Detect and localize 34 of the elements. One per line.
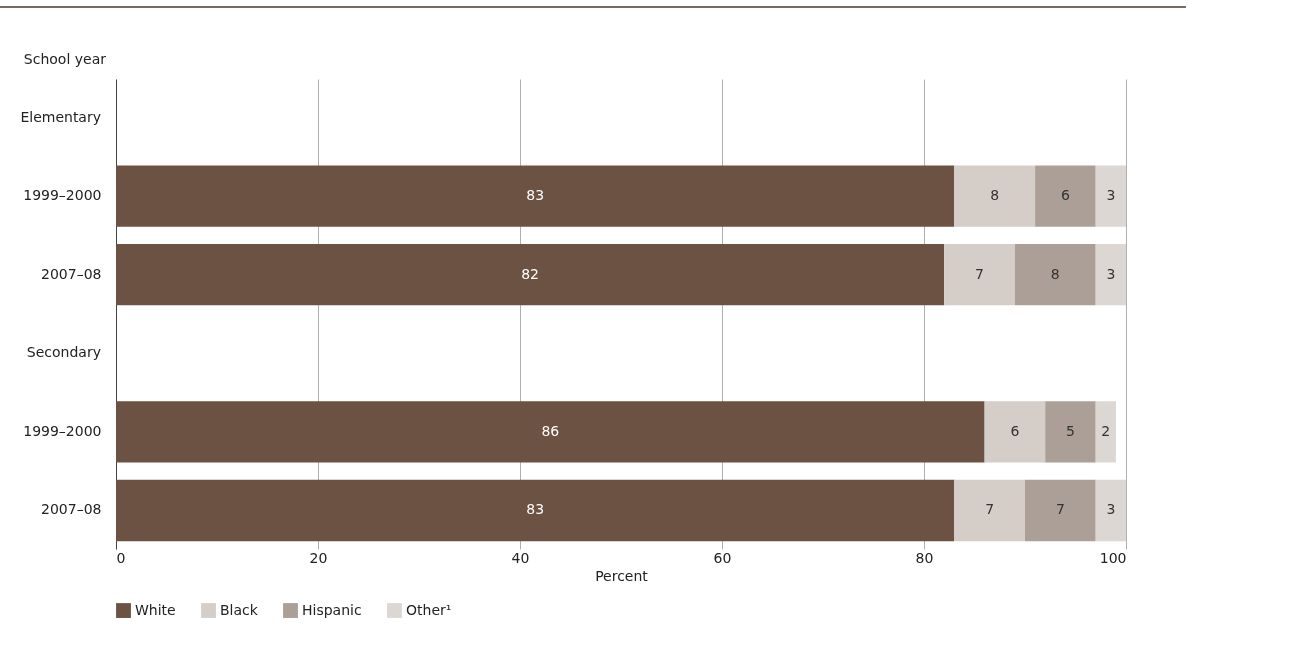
data-label: 8 <box>990 187 1000 204</box>
x-tick-label: 60 <box>713 549 732 566</box>
y-tick-label: 2007–08 <box>41 501 102 518</box>
y-tick-label: 2007–08 <box>41 265 102 282</box>
x-tick-label: 80 <box>915 549 934 566</box>
data-label: 6 <box>1060 187 1070 204</box>
data-label: 83 <box>526 501 545 518</box>
legend-label: White <box>135 601 176 618</box>
legend-label: Black <box>220 601 259 618</box>
x-tick-label: 100 <box>1099 549 1127 566</box>
text: School year <box>23 51 107 67</box>
data-label: 5 <box>1065 422 1075 439</box>
text: Elementary <box>20 108 101 125</box>
y-tick-label: 1999–2000 <box>23 187 102 204</box>
data-label: 8 <box>1050 265 1060 282</box>
legend-label: Other¹ <box>406 601 452 618</box>
x-tick-label: 40 <box>511 549 530 566</box>
data-label: 2 <box>1101 422 1111 439</box>
data-label: 7 <box>985 501 995 518</box>
x-axis-title: Percent <box>595 567 649 584</box>
data-label: 7 <box>975 265 985 282</box>
data-label: 3 <box>1106 187 1116 204</box>
data-label: 7 <box>1055 501 1065 518</box>
data-label: 83 <box>526 187 545 204</box>
y-tick-label: 1999–2000 <box>23 422 102 439</box>
text: Secondary <box>26 344 101 361</box>
data-label: 82 <box>521 265 540 282</box>
data-label: 3 <box>1106 501 1116 518</box>
x-tick-label: 0 <box>116 549 126 566</box>
data-label: 86 <box>541 422 560 439</box>
data-label: 3 <box>1106 265 1116 282</box>
x-tick-label: 20 <box>309 549 328 566</box>
data-label: 6 <box>1010 422 1020 439</box>
legend-label: Hispanic <box>302 601 362 618</box>
